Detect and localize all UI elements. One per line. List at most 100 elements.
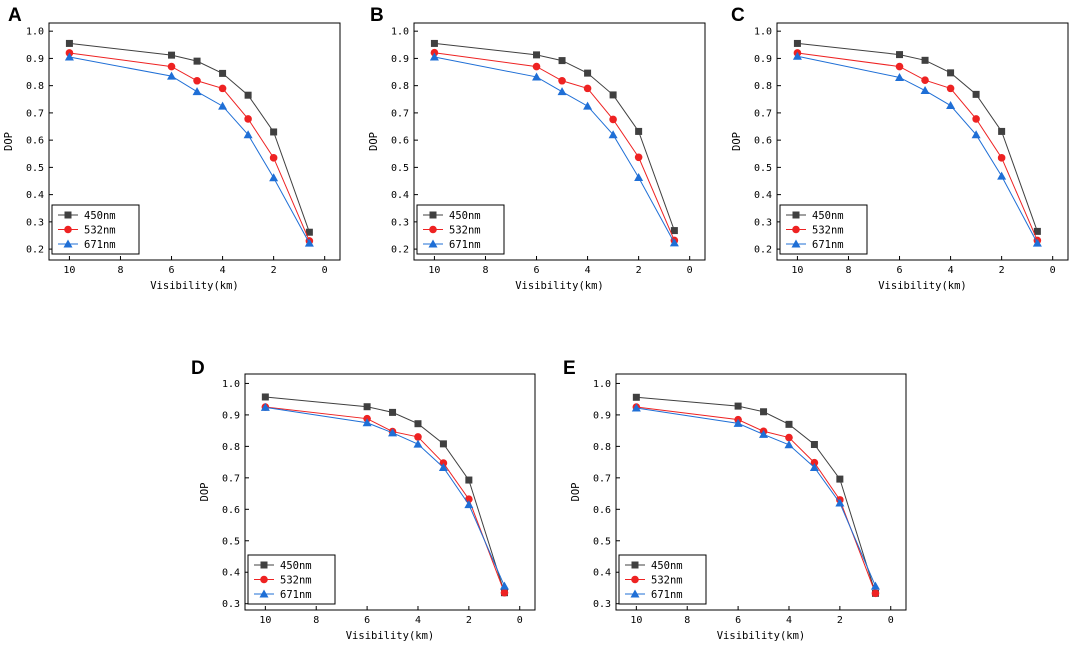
- data-point-450nm: [998, 127, 1006, 135]
- legend-marker-450nm: [631, 561, 639, 569]
- data-point-671nm: [608, 130, 618, 139]
- y-tick-label: 1.0: [222, 379, 240, 390]
- data-point-532nm: [871, 589, 880, 598]
- x-tick-label: 2: [999, 265, 1005, 276]
- legend: 450nm 532nm 671nm: [247, 554, 336, 605]
- x-tick-label: 10: [791, 265, 803, 276]
- data-point-671nm: [413, 439, 423, 448]
- y-axis-label: DOP: [731, 132, 743, 151]
- x-tick-label: 0: [687, 265, 693, 276]
- x-tick-label: 8: [482, 265, 488, 276]
- data-point-450nm: [65, 39, 73, 47]
- data-point-450nm: [414, 420, 422, 428]
- y-tick-label: 0.4: [222, 568, 240, 579]
- data-point-450nm: [244, 91, 252, 99]
- data-point-450nm: [439, 440, 447, 448]
- data-point-450nm: [810, 440, 818, 448]
- data-point-450nm: [972, 90, 980, 98]
- data-point-450nm: [193, 57, 201, 65]
- data-point-671nm: [362, 418, 372, 427]
- legend-marker-450nm: [792, 211, 800, 219]
- data-point-532nm: [946, 84, 955, 93]
- x-tick-label: 4: [786, 615, 792, 626]
- data-point-671nm: [920, 86, 930, 95]
- data-point-532nm: [218, 84, 227, 93]
- data-point-671nm: [532, 72, 542, 81]
- data-point-671nm: [809, 462, 819, 471]
- data-point-450nm: [793, 39, 801, 47]
- y-tick-label: 0.2: [754, 245, 772, 256]
- data-point-671nm: [192, 87, 202, 96]
- data-point-532nm: [997, 154, 1006, 162]
- data-point-532nm: [634, 153, 643, 162]
- y-tick-label: 0.7: [391, 108, 409, 119]
- y-tick-label: 0.7: [593, 473, 611, 484]
- data-point-671nm: [429, 52, 439, 61]
- panel-label-b: B: [370, 5, 384, 26]
- plot-frame: [776, 22, 1069, 261]
- legend-label-671nm: 671nm: [449, 239, 481, 251]
- data-point-450nm: [389, 408, 397, 416]
- legend-marker-671nm: [63, 239, 73, 248]
- data-point-532nm: [972, 115, 980, 123]
- y-tick-label: 1.0: [754, 27, 772, 38]
- y-tick-label: 0.7: [26, 108, 44, 119]
- x-tick-label: 4: [585, 265, 591, 276]
- y-tick-label: 0.3: [26, 217, 44, 228]
- data-point-450nm: [533, 51, 541, 59]
- data-point-671nm: [499, 581, 509, 590]
- data-point-671nm: [835, 498, 845, 507]
- data-point-671nm: [733, 418, 743, 427]
- legend-label-532nm: 532nm: [651, 575, 683, 587]
- y-tick-label: 0.8: [26, 81, 44, 92]
- y-tick-label: 0.9: [593, 410, 611, 421]
- panel-label-e: E: [563, 358, 576, 379]
- data-point-450nm: [921, 56, 929, 64]
- legend-marker-532nm: [792, 225, 800, 234]
- y-tick-label: 0.2: [26, 245, 44, 256]
- y-tick-label: 0.6: [593, 505, 611, 516]
- x-tick-label: 6: [897, 265, 903, 276]
- data-point-450nm: [558, 57, 566, 65]
- legend-label-532nm: 532nm: [84, 225, 116, 237]
- x-tick-label: 8: [117, 265, 123, 276]
- panel-label-c: C: [731, 5, 745, 26]
- legend-label-450nm: 450nm: [280, 560, 312, 572]
- y-tick-label: 0.4: [593, 568, 611, 579]
- x-tick-label: 4: [948, 265, 954, 276]
- y-tick-label: 0.8: [391, 81, 409, 92]
- chart-panel-a: A 0.2 0.3 0.4 0.5 0.6 0.7 0.8 0.9 1.0 10 8 6 4 2 0 Visib…: [3, 5, 341, 292]
- legend-marker-671nm: [428, 239, 438, 248]
- data-point-671nm: [304, 238, 314, 247]
- panel-label-d: D: [191, 358, 205, 379]
- data-point-532nm: [810, 458, 819, 467]
- x-tick-label: 10: [630, 615, 642, 626]
- series-line-450nm: [69, 42, 310, 233]
- data-point-671nm: [260, 402, 270, 411]
- data-point-671nm: [792, 51, 802, 60]
- y-tick-label: 0.5: [391, 163, 409, 174]
- y-tick-label: 0.4: [754, 190, 772, 201]
- y-tick-label: 0.5: [222, 536, 240, 547]
- data-point-532nm: [500, 588, 509, 597]
- y-tick-label: 0.8: [754, 81, 772, 92]
- y-axis-label: DOP: [368, 132, 380, 151]
- data-point-671nm: [634, 172, 644, 181]
- plot-frame: [48, 22, 341, 261]
- data-point-671nm: [464, 500, 474, 509]
- data-point-671nm: [971, 130, 981, 139]
- data-point-532nm: [167, 62, 176, 71]
- x-tick-label: 2: [837, 615, 843, 626]
- data-point-532nm: [609, 115, 617, 124]
- x-tick-label: 10: [428, 265, 440, 276]
- y-tick-label: 0.7: [754, 108, 772, 119]
- data-point-671nm: [669, 238, 679, 247]
- y-tick-label: 0.3: [593, 599, 611, 610]
- legend-label-450nm: 450nm: [84, 210, 116, 222]
- data-point-450nm: [670, 227, 678, 235]
- data-point-532nm: [414, 433, 422, 441]
- y-tick-label: 0.3: [222, 599, 240, 610]
- data-point-450nm: [168, 51, 176, 59]
- x-tick-label: 2: [271, 265, 277, 276]
